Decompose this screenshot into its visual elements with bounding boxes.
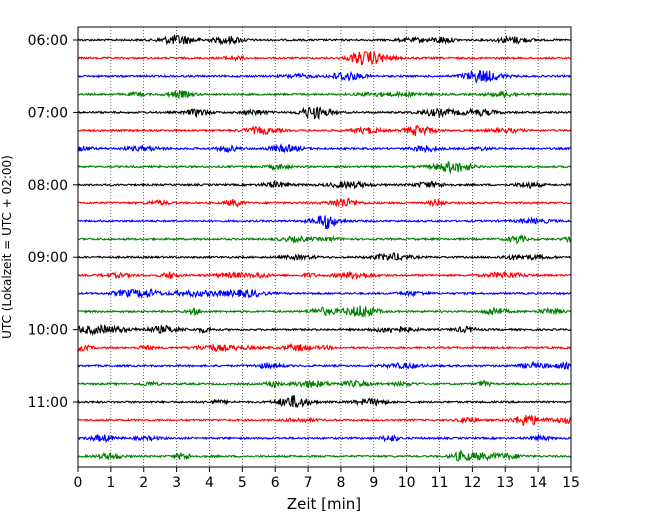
x-tick-label-10: 10 <box>398 475 416 491</box>
trace-0945 <box>77 305 572 318</box>
trace-0915 <box>77 270 572 280</box>
trace-0845 <box>77 233 572 245</box>
seismic-traces <box>77 34 572 462</box>
trace-0630 <box>77 69 571 85</box>
y-tick-label-06:00: 06:00 <box>28 33 68 49</box>
y-tick-label-11:00: 11:00 <box>28 395 68 411</box>
x-tick-label-15: 15 <box>562 475 580 491</box>
x-tick-label-8: 8 <box>336 475 345 491</box>
x-tick-label-2: 2 <box>139 475 148 491</box>
x-axis: 0 1 2 3 4 5 6 7 8 9 10 11 12 13 14 15 <box>74 467 580 491</box>
x-tick-label-9: 9 <box>369 475 378 491</box>
trace-1045 <box>77 379 571 389</box>
x-tick-label-7: 7 <box>304 475 313 491</box>
x-tick-label-12: 12 <box>463 475 481 491</box>
trace-1030 <box>77 360 572 370</box>
trace-0645 <box>77 89 572 99</box>
trace-1015 <box>77 342 572 353</box>
trace-0715 <box>77 125 572 137</box>
trace-0830 <box>77 214 571 230</box>
trace-0700 <box>77 106 572 121</box>
y-tick-label-07:00: 07:00 <box>28 105 68 121</box>
x-tick-label-11: 11 <box>431 475 449 491</box>
trace-0615 <box>77 51 571 66</box>
y-tick-label-08:00: 08:00 <box>28 178 68 194</box>
x-tick-label-1: 1 <box>106 475 115 491</box>
trace-0815 <box>77 197 572 209</box>
trace-0800 <box>77 179 572 191</box>
x-axis-title: Zeit [min] <box>287 495 361 513</box>
x-tick-label-0: 0 <box>74 475 83 491</box>
plot-frame <box>77 26 572 468</box>
x-tick-label-6: 6 <box>271 475 280 491</box>
x-tick-label-13: 13 <box>496 475 514 491</box>
trace-1145 <box>77 449 572 462</box>
x-tick-label-3: 3 <box>172 475 181 491</box>
trace-0730 <box>77 142 571 154</box>
y-axis-title: UTC (Lokalzeit = UTC + 02:00) <box>0 155 14 339</box>
trace-0900 <box>77 252 572 262</box>
x-tick-label-4: 4 <box>205 475 214 491</box>
trace-0930 <box>77 288 571 300</box>
trace-0745 <box>77 161 572 175</box>
y-tick-label-10:00: 10:00 <box>28 323 68 339</box>
trace-1000 <box>77 323 572 337</box>
trace-1115 <box>77 414 572 427</box>
y-tick-label-09:00: 09:00 <box>28 250 68 266</box>
trace-0600 <box>77 34 572 46</box>
trace-1100 <box>77 395 571 409</box>
x-tick-label-5: 5 <box>238 475 247 491</box>
y-axis: 06:00 07:00 08:00 09:00 10:00 11:00 <box>28 33 78 411</box>
vertical-grid <box>110 27 539 467</box>
trace-1130 <box>77 433 572 444</box>
x-tick-label-14: 14 <box>529 475 547 491</box>
